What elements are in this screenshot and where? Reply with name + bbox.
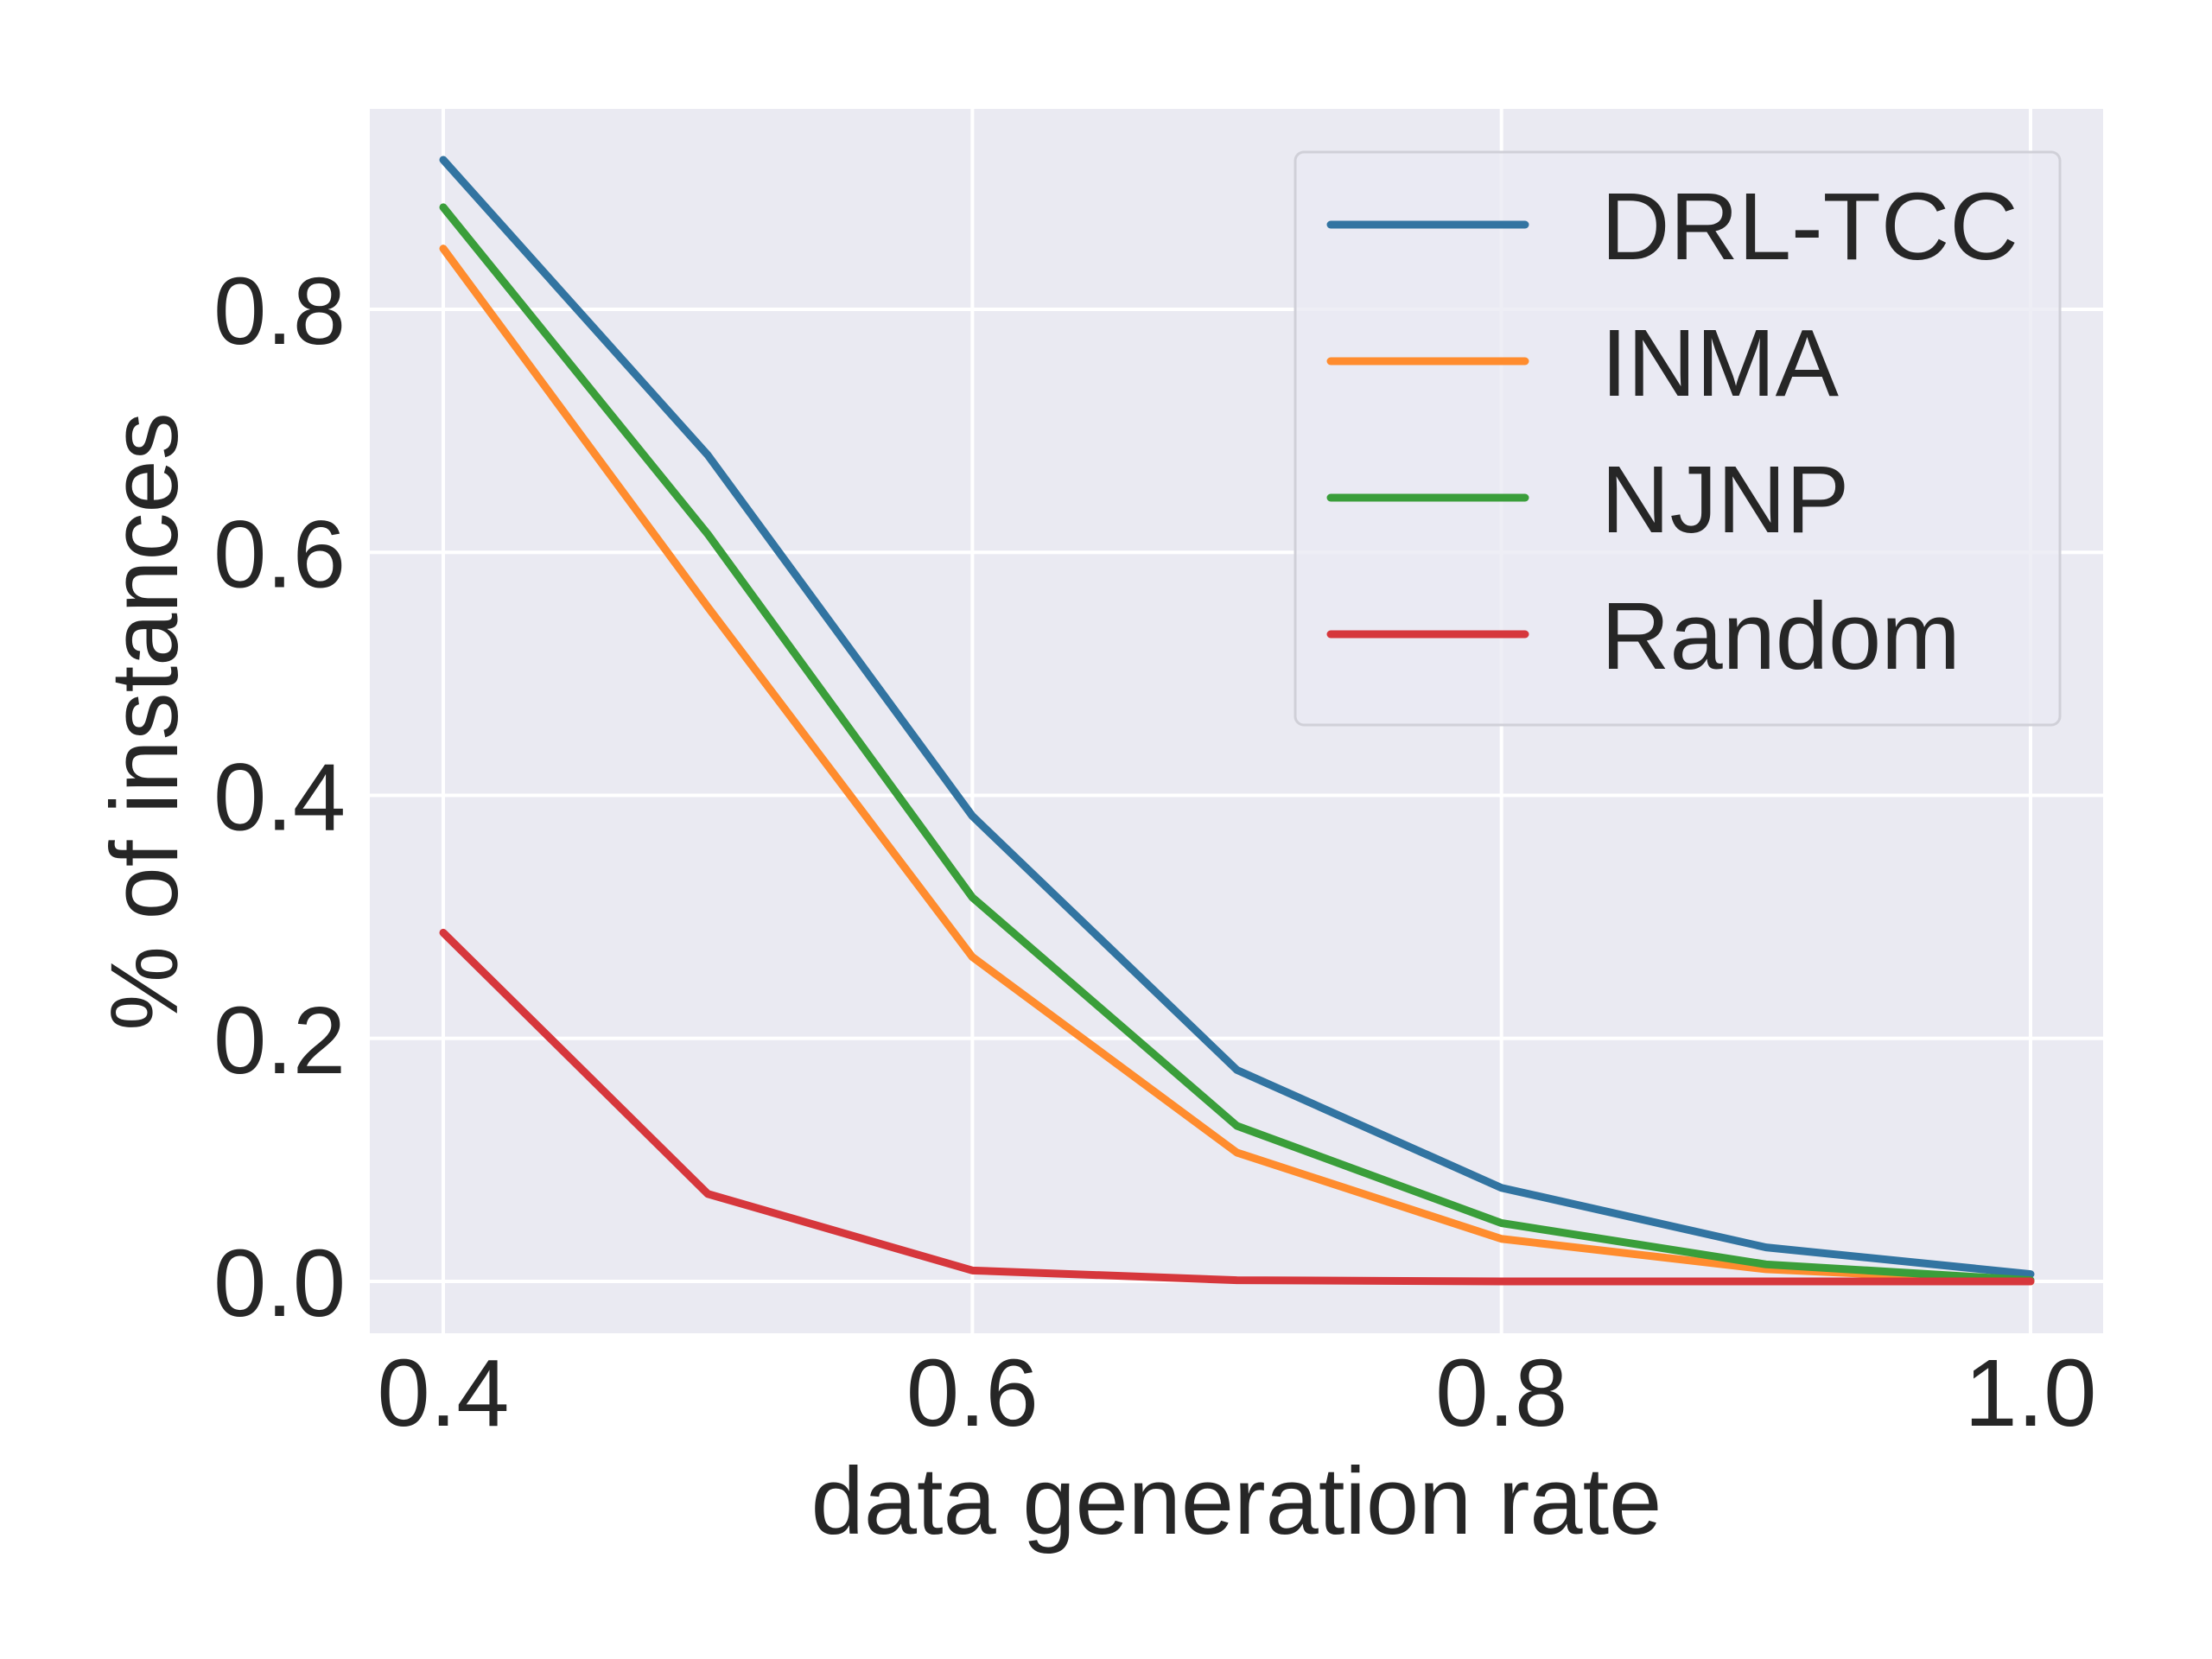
- legend-label-random: Random: [1601, 583, 1961, 690]
- series-lines: [439, 156, 2035, 1286]
- x-tick-label: 0.6: [906, 1340, 1039, 1446]
- series-line-inma: [439, 245, 2035, 1286]
- x-axis-label: data generation rate: [811, 1448, 1662, 1554]
- y-tick-label: 0.6: [213, 501, 346, 607]
- series-line-drl-tcc: [439, 156, 2035, 1279]
- x-tick-label: 0.8: [1435, 1340, 1567, 1446]
- y-tick-label: 0.4: [213, 745, 346, 851]
- series-line-random: [439, 928, 2035, 1286]
- x-tick-label: 1.0: [1965, 1340, 2097, 1446]
- y-tick-label: 0.8: [213, 258, 346, 365]
- y-axis-label: % of instances: [92, 412, 198, 1030]
- y-tick-label: 0.0: [213, 1230, 346, 1337]
- y-tick-label: 0.2: [213, 988, 346, 1094]
- x-tick-label: 0.4: [378, 1340, 510, 1446]
- legend: DRL-TCC INMA NJNP Random: [1294, 150, 2062, 727]
- legend-label-inma: INMA: [1601, 310, 1840, 416]
- series-line-njnp: [439, 203, 2035, 1285]
- legend-label-njnp: NJNP: [1601, 447, 1849, 553]
- y-tick-labels: 0.0 0.2 0.4 0.6 0.8: [213, 258, 346, 1337]
- legend-box: [1294, 150, 2062, 727]
- x-tick-labels: 0.4 0.6 0.8 1.0: [378, 1340, 2097, 1446]
- legend-label-drl-tcc: DRL-TCC: [1601, 174, 2018, 280]
